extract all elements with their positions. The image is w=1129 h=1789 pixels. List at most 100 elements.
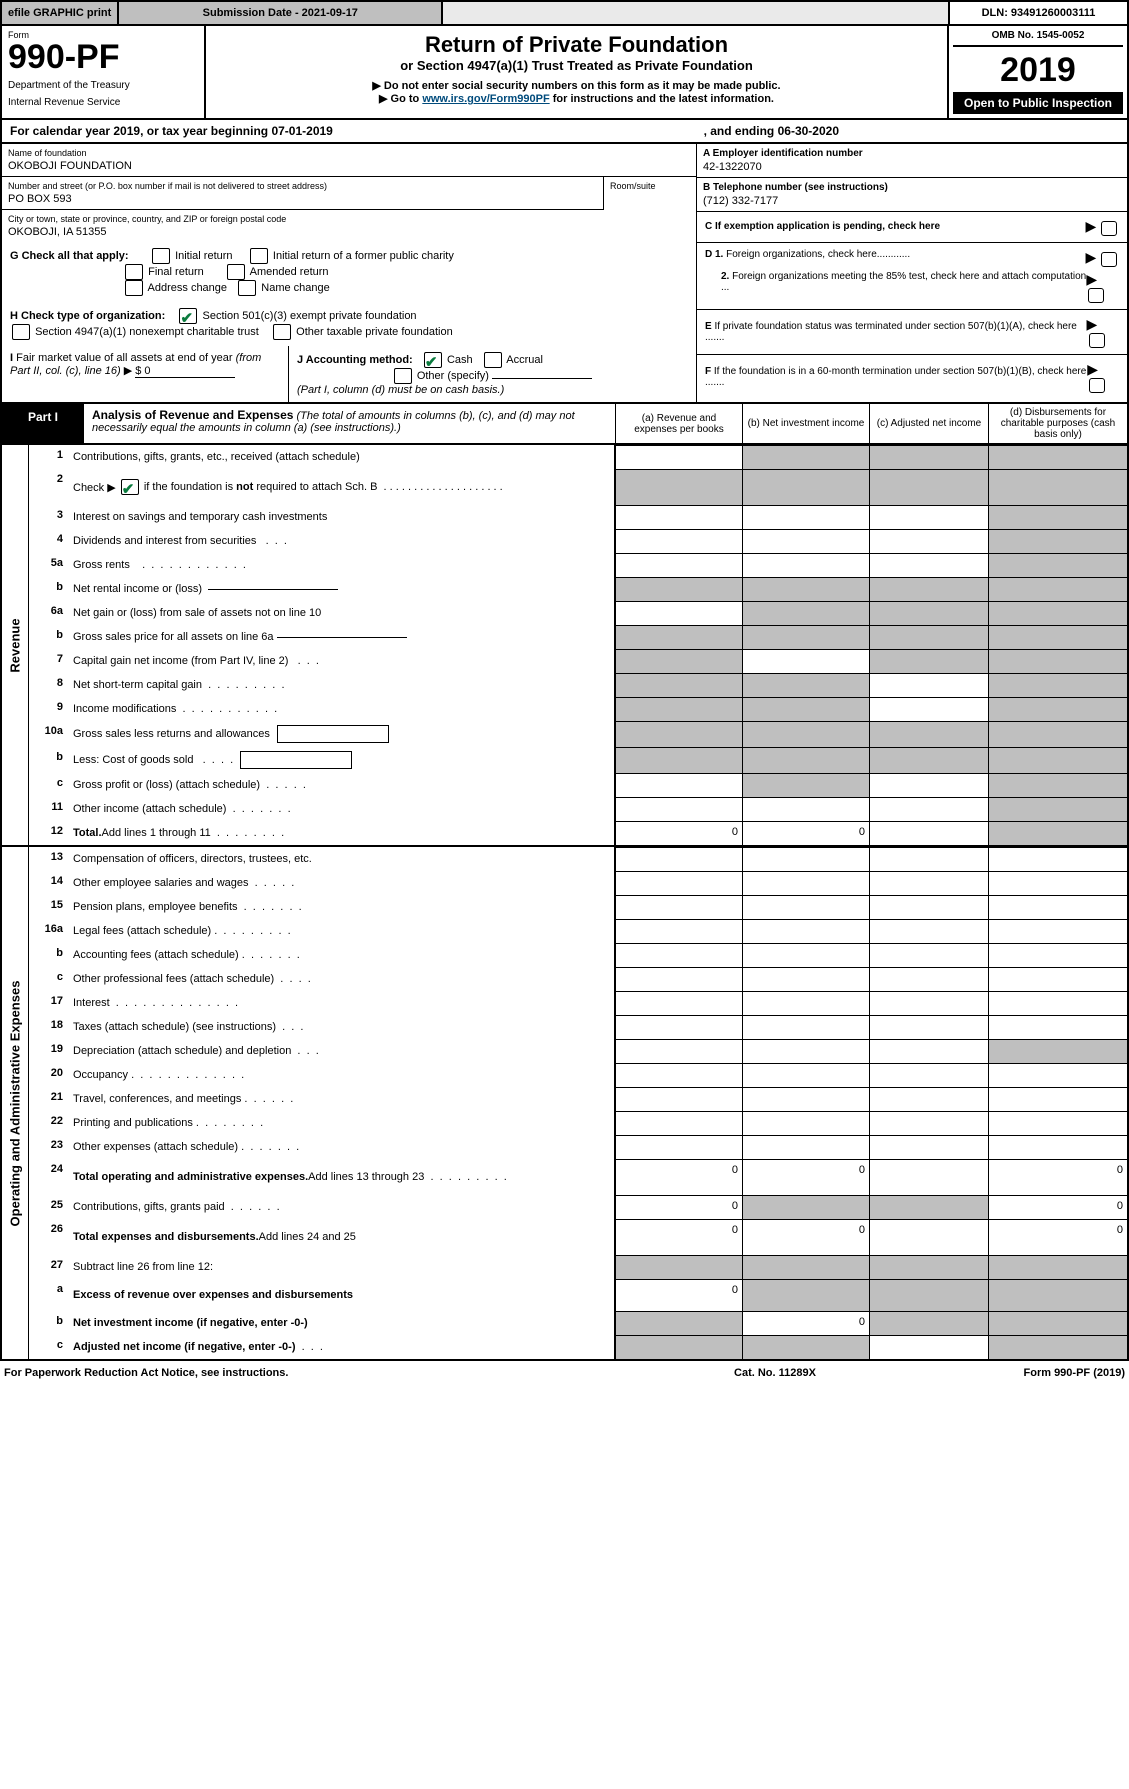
line-8: Net short-term capital gain . . . . . . … [69, 673, 615, 697]
line-5b: Net rental income or (loss) [69, 577, 615, 601]
e-checkbox[interactable] [1089, 333, 1105, 348]
line-12: Total. Add lines 1 through 11 . . . . . … [69, 821, 615, 845]
header-right: OMB No. 1545-0052 2019 Open to Public In… [947, 26, 1127, 118]
other-taxable-checkbox[interactable] [273, 324, 291, 340]
other-method-checkbox[interactable] [394, 368, 412, 384]
l26-a: 0 [615, 1219, 742, 1255]
l27b-b: 0 [742, 1311, 869, 1335]
line-27: Subtract line 26 from line 12: [69, 1255, 615, 1279]
ein: 42-1322070 [703, 161, 1121, 173]
line-27a: Excess of revenue over expenses and disb… [69, 1279, 615, 1311]
part1-title: Analysis of Revenue and Expenses (The to… [84, 404, 615, 443]
final-return-checkbox[interactable] [125, 264, 143, 280]
line-9: Income modifications . . . . . . . . . .… [69, 697, 615, 721]
l12-b: 0 [742, 821, 869, 845]
name-label: Name of foundation [8, 148, 690, 158]
f-checkbox[interactable] [1089, 378, 1105, 393]
submission-date: Submission Date - 2021-09-17 [119, 2, 443, 24]
address-label: Number and street (or P.O. box number if… [8, 181, 597, 191]
ein-label: A Employer identification number [703, 148, 863, 159]
page-footer: For Paperwork Reduction Act Notice, see … [0, 1361, 1129, 1379]
l24-a: 0 [615, 1159, 742, 1195]
identification-block: Name of foundation OKOBOJI FOUNDATION Nu… [0, 144, 1129, 404]
col-c-header: (c) Adjusted net income [869, 404, 988, 443]
address: PO BOX 593 [8, 193, 597, 205]
line-16b: Accounting fees (attach schedule) . . . … [69, 943, 615, 967]
l25-a: 0 [615, 1195, 742, 1219]
line-13: Compensation of officers, directors, tru… [69, 847, 615, 871]
header-center: Return of Private Foundation or Section … [206, 26, 947, 118]
initial-former-checkbox[interactable] [250, 248, 268, 264]
line-10c: Gross profit or (loss) (attach schedule)… [69, 773, 615, 797]
4947a1-checkbox[interactable] [12, 324, 30, 340]
f-label: If the foundation is in a 60-month termi… [705, 366, 1086, 388]
line-14: Other employee salaries and wages . . . … [69, 871, 615, 895]
line-6b: Gross sales price for all assets on line… [69, 625, 615, 649]
section-ij: I Fair market value of all assets at end… [2, 346, 696, 402]
top-bar: efile GRAPHIC print Submission Date - 20… [0, 0, 1129, 26]
efile-print-button[interactable]: efile GRAPHIC print [2, 2, 119, 24]
section-g: G Check all that apply: Initial return I… [2, 242, 696, 302]
phone-label: B Telephone number (see instructions) [703, 182, 888, 193]
line-22: Printing and publications . . . . . . . … [69, 1111, 615, 1135]
accrual-checkbox[interactable] [484, 352, 502, 368]
c-label: C If exemption application is pending, c… [705, 221, 940, 232]
l26-d: 0 [988, 1219, 1127, 1255]
line-10a: Gross sales less returns and allowances [69, 721, 615, 747]
line-4: Dividends and interest from securities .… [69, 529, 615, 553]
irs-link[interactable]: www.irs.gov/Form990PF [422, 93, 549, 105]
form-number: 990-PF [8, 40, 198, 74]
revenue-table: Revenue 1Contributions, gifts, grants, e… [0, 445, 1129, 847]
line-7: Capital gain net income (from Part IV, l… [69, 649, 615, 673]
instruction-2: ▶ Go to www.irs.gov/Form990PF for instru… [216, 92, 937, 105]
phone: (712) 332-7177 [703, 195, 1121, 207]
c-checkbox[interactable] [1101, 221, 1117, 236]
line-25: Contributions, gifts, grants paid . . . … [69, 1195, 615, 1219]
footer-center: Cat. No. 11289X [625, 1367, 925, 1379]
l27a-a: 0 [615, 1279, 742, 1311]
footer-left: For Paperwork Reduction Act Notice, see … [4, 1367, 625, 1379]
city-label: City or town, state or province, country… [8, 214, 690, 224]
l25-d: 0 [988, 1195, 1127, 1219]
irs: Internal Revenue Service [8, 97, 198, 108]
cash-basis-note: (Part I, column (d) must be on cash basi… [297, 384, 504, 396]
fmv-value: $ 0 [135, 365, 235, 378]
e-label: If private foundation status was termina… [705, 321, 1077, 343]
cash-checkbox[interactable]: ✔ [424, 352, 442, 368]
line-27b: Net investment income (if negative, ente… [69, 1311, 615, 1335]
form-title: Return of Private Foundation [216, 32, 937, 58]
footer-right: Form 990-PF (2019) [925, 1367, 1125, 1379]
line-26: Total expenses and disbursements. Add li… [69, 1219, 615, 1255]
name-change-checkbox[interactable] [238, 280, 256, 296]
expenses-table: Operating and Administrative Expenses 13… [0, 847, 1129, 1361]
line-11: Other income (attach schedule) . . . . .… [69, 797, 615, 821]
d2-checkbox[interactable] [1088, 288, 1104, 303]
city: OKOBOJI, IA 51355 [8, 226, 690, 238]
col-d-header: (d) Disbursements for charitable purpose… [988, 404, 1127, 443]
part1-label: Part I [2, 404, 84, 443]
line-2: Check ▶ ✔ if the foundation is not requi… [69, 469, 615, 505]
header-left: Form 990-PF Department of the Treasury I… [2, 26, 206, 118]
line-17: Interest . . . . . . . . . . . . . . [69, 991, 615, 1015]
line-15: Pension plans, employee benefits . . . .… [69, 895, 615, 919]
line-27c: Adjusted net income (if negative, enter … [69, 1335, 615, 1359]
501c3-checkbox[interactable]: ✔ [179, 308, 197, 324]
line-16c: Other professional fees (attach schedule… [69, 967, 615, 991]
l12-a: 0 [615, 821, 742, 845]
d2-label: Foreign organizations meeting the 85% te… [721, 271, 1086, 293]
dept-treasury: Department of the Treasury [8, 80, 198, 91]
schb-checkbox[interactable]: ✔ [121, 479, 139, 495]
col-a-header: (a) Revenue and expenses per books [615, 404, 742, 443]
address-change-checkbox[interactable] [125, 280, 143, 296]
col-b-header: (b) Net investment income [742, 404, 869, 443]
section-h: H Check type of organization: ✔ Section … [2, 302, 696, 346]
line-23: Other expenses (attach schedule) . . . .… [69, 1135, 615, 1159]
d1-checkbox[interactable] [1101, 252, 1117, 267]
spacer [443, 2, 950, 24]
l26-b: 0 [742, 1219, 869, 1255]
amended-return-checkbox[interactable] [227, 264, 245, 280]
calendar-year-row: For calendar year 2019, or tax year begi… [0, 120, 1129, 144]
initial-return-checkbox[interactable] [152, 248, 170, 264]
line-18: Taxes (attach schedule) (see instruction… [69, 1015, 615, 1039]
line-6a: Net gain or (loss) from sale of assets n… [69, 601, 615, 625]
